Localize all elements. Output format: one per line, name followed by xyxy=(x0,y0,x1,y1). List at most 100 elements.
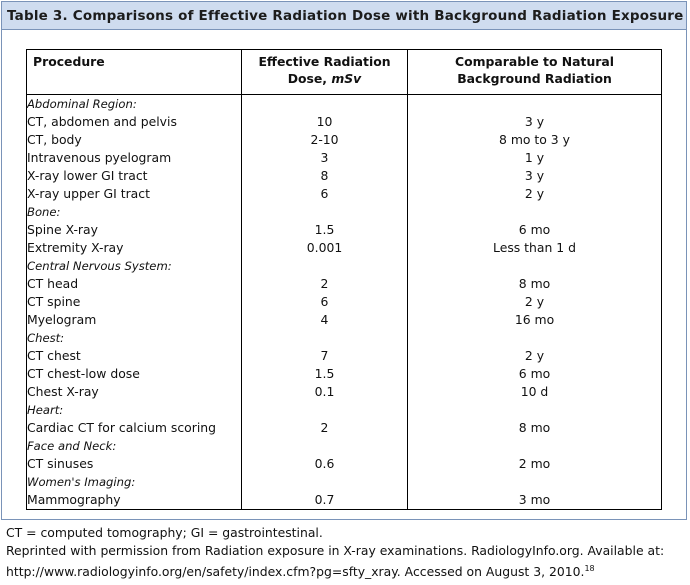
category-label: Central Nervous System: xyxy=(26,257,242,275)
source-note-line1: Reprinted with permission from Radiation… xyxy=(6,543,665,558)
empty-comparable-cell xyxy=(407,473,662,491)
category-label: Chest: xyxy=(26,329,242,347)
procedure-cell: CT, body xyxy=(26,131,242,149)
table-row: CT, abdomen and pelvis 10 3 y xyxy=(26,113,662,131)
table-row: Cardiac CT for calcium scoring 2 8 mo xyxy=(26,419,662,437)
header-comparable: Comparable to Natural Background Radiati… xyxy=(407,49,662,95)
procedure-cell: CT head xyxy=(26,275,242,293)
procedure-cell: Intravenous pyelogram xyxy=(26,149,242,167)
comparable-cell: 3 mo xyxy=(407,491,662,510)
comparable-cell: 6 mo xyxy=(407,221,662,239)
source-note-line2: http://www.radiologyinfo.org/en/safety/i… xyxy=(6,560,686,581)
comparable-cell: 6 mo xyxy=(407,365,662,383)
table-row: CT chest 7 2 y xyxy=(26,347,662,365)
dose-cell: 2 xyxy=(241,275,408,293)
comparable-cell: 8 mo xyxy=(407,419,662,437)
dose-cell: 6 xyxy=(241,185,408,203)
table-row: Chest X-ray 0.1 10 d xyxy=(26,383,662,401)
table-frame: Table 3. Comparisons of Effective Radiat… xyxy=(1,1,687,520)
category-row: Face and Neck: xyxy=(26,437,662,455)
procedure-cell: Extremity X-ray xyxy=(26,239,242,257)
table-row: CT head 2 8 mo xyxy=(26,275,662,293)
comparable-cell: 3 y xyxy=(407,113,662,131)
empty-dose-cell xyxy=(241,401,408,419)
comparable-cell: Less than 1 d xyxy=(407,239,662,257)
empty-dose-cell xyxy=(241,473,408,491)
procedure-cell: X-ray upper GI tract xyxy=(26,185,242,203)
table-row: Myelogram 4 16 mo xyxy=(26,311,662,329)
table-header-row: Procedure Effective Radiation Dose, mSv … xyxy=(26,49,662,95)
comparable-cell: 3 y xyxy=(407,167,662,185)
procedure-cell: CT chest xyxy=(26,347,242,365)
dose-cell: 7 xyxy=(241,347,408,365)
procedure-cell: CT, abdomen and pelvis xyxy=(26,113,242,131)
procedure-cell: Spine X-ray xyxy=(26,221,242,239)
table-row: CT chest-low dose 1.5 6 mo xyxy=(26,365,662,383)
header-dose-unit: mSv xyxy=(331,71,362,86)
category-row: Abdominal Region: xyxy=(26,94,662,113)
category-label: Women's Imaging: xyxy=(26,473,242,491)
empty-dose-cell xyxy=(241,437,408,455)
category-row: Women's Imaging: xyxy=(26,473,662,491)
table-row: CT sinuses 0.6 2 mo xyxy=(26,455,662,473)
comparable-cell: 2 y xyxy=(407,293,662,311)
dose-cell: 6 xyxy=(241,293,408,311)
procedure-cell: CT spine xyxy=(26,293,242,311)
radiation-dose-table: Procedure Effective Radiation Dose, mSv … xyxy=(26,49,662,510)
dose-cell: 1.5 xyxy=(241,221,408,239)
category-label: Heart: xyxy=(26,401,242,419)
table-row: Extremity X-ray 0.001 Less than 1 d xyxy=(26,239,662,257)
procedure-cell: CT sinuses xyxy=(26,455,242,473)
procedure-cell: Cardiac CT for calcium scoring xyxy=(26,419,242,437)
header-dose-line2: Dose, xyxy=(287,71,328,86)
dose-cell: 0.7 xyxy=(241,491,408,510)
comparable-cell: 2 y xyxy=(407,185,662,203)
comparable-cell: 1 y xyxy=(407,149,662,167)
empty-comparable-cell xyxy=(407,203,662,221)
source-url-text: http://www.radiologyinfo.org/en/safety/i… xyxy=(6,564,585,579)
empty-dose-cell xyxy=(241,257,408,275)
header-comparable-line2: Background Radiation xyxy=(457,71,612,86)
empty-dose-cell xyxy=(241,203,408,221)
category-label: Face and Neck: xyxy=(26,437,242,455)
abbreviations-note: CT = computed tomography; GI = gastroint… xyxy=(6,525,323,540)
category-row: Central Nervous System: xyxy=(26,257,662,275)
category-row: Bone: xyxy=(26,203,662,221)
empty-comparable-cell xyxy=(407,329,662,347)
comparable-cell: 2 y xyxy=(407,347,662,365)
dose-cell: 10 xyxy=(241,113,408,131)
category-row: Chest: xyxy=(26,329,662,347)
header-dose: Effective Radiation Dose, mSv xyxy=(241,49,408,95)
empty-dose-cell xyxy=(241,329,408,347)
empty-comparable-cell xyxy=(407,401,662,419)
dose-cell: 8 xyxy=(241,167,408,185)
dose-cell: 1.5 xyxy=(241,365,408,383)
procedure-cell: Chest X-ray xyxy=(26,383,242,401)
comparable-cell: 10 d xyxy=(407,383,662,401)
comparable-cell: 8 mo to 3 y xyxy=(407,131,662,149)
header-comparable-line1: Comparable to Natural xyxy=(455,54,614,69)
dose-cell: 3 xyxy=(241,149,408,167)
table-row: CT spine 6 2 y xyxy=(26,293,662,311)
table-row: CT, body 2-10 8 mo to 3 y xyxy=(26,131,662,149)
comparable-cell: 8 mo xyxy=(407,275,662,293)
table-body: Abdominal Region: CT, abdomen and pelvis 1… xyxy=(26,94,662,510)
procedure-cell: Myelogram xyxy=(26,311,242,329)
dose-cell: 0.001 xyxy=(241,239,408,257)
table-footnotes: CT = computed tomography; GI = gastroint… xyxy=(6,524,686,581)
table-row: Mammography 0.7 3 mo xyxy=(26,491,662,510)
dose-cell: 2-10 xyxy=(241,131,408,149)
comparable-cell: 2 mo xyxy=(407,455,662,473)
dose-cell: 4 xyxy=(241,311,408,329)
dose-cell: 2 xyxy=(241,419,408,437)
table-title: Table 3. Comparisons of Effective Radiat… xyxy=(2,2,686,30)
category-label: Abdominal Region: xyxy=(26,94,242,113)
procedure-cell: X-ray lower GI tract xyxy=(26,167,242,185)
empty-dose-cell xyxy=(241,94,408,113)
header-dose-line1: Effective Radiation xyxy=(258,54,391,69)
dose-cell: 0.6 xyxy=(241,455,408,473)
header-procedure: Procedure xyxy=(26,49,242,95)
table-row: Intravenous pyelogram 3 1 y xyxy=(26,149,662,167)
empty-comparable-cell xyxy=(407,94,662,113)
procedure-cell: Mammography xyxy=(26,491,242,510)
